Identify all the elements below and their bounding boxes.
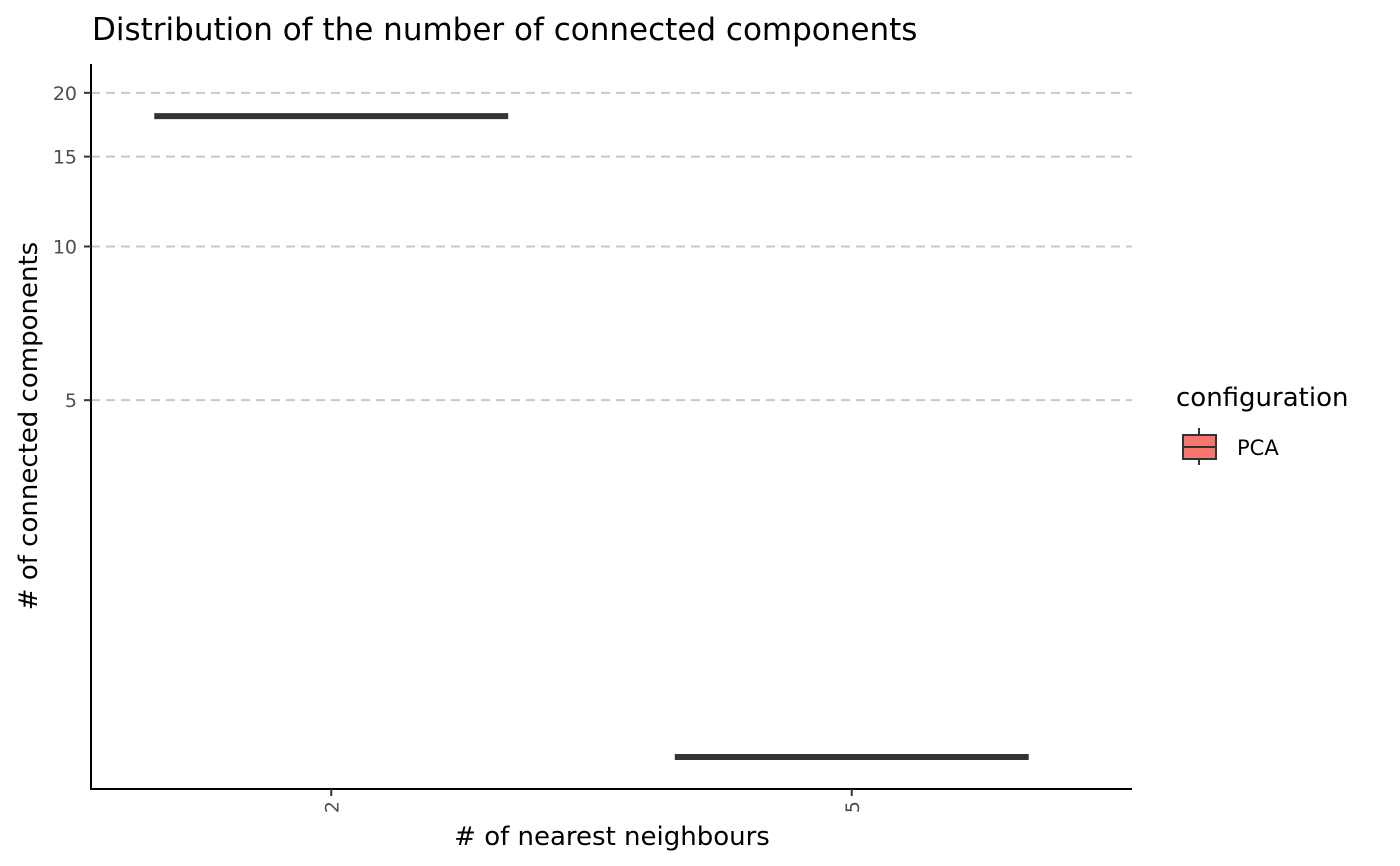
x-axis-title: # of nearest neighbours [454,822,770,852]
legend-label-pca: PCA [1237,436,1279,460]
y-grid [91,91,1132,402]
y-tick-label-20: 20 [53,83,77,105]
y-tick-label-5: 5 [65,390,77,412]
y-tick-label-10: 10 [53,236,77,258]
x-tick-label-5: 5 [842,801,864,813]
box-layer [154,113,1029,760]
y-ticks: 5 10 15 20 [53,83,91,412]
legend-title: configuration [1176,383,1348,413]
chart-title: Distribution of the number of connected … [92,12,917,48]
y-tick-label-15: 15 [53,147,77,169]
legend: configuration PCA [1176,383,1348,465]
x-tick-label-2: 2 [321,801,343,813]
y-axis-title: # of connected components [14,242,44,610]
